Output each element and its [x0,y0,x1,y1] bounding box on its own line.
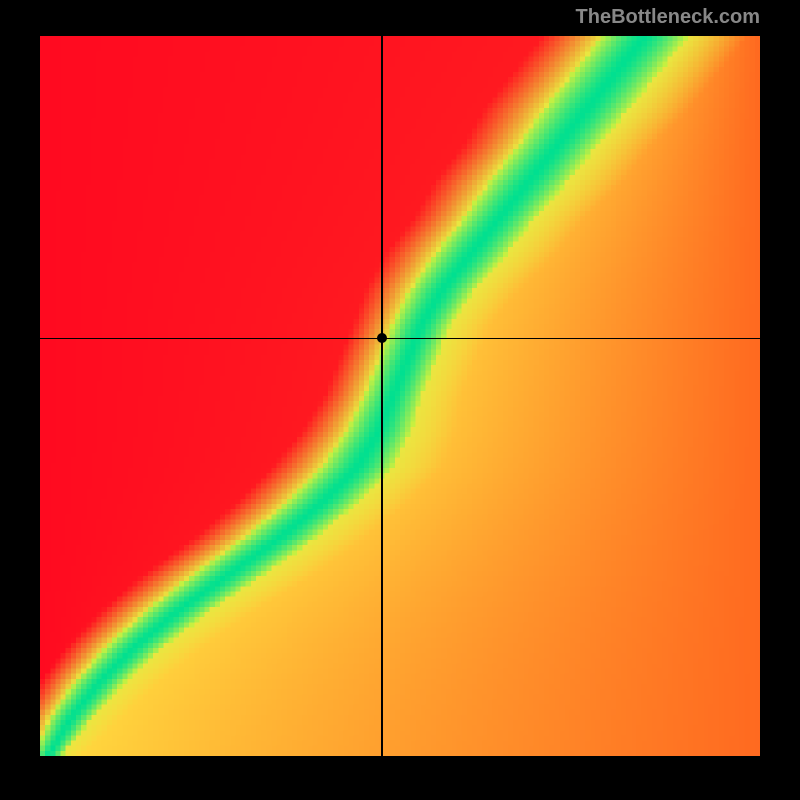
crosshair-vertical [381,36,383,756]
crosshair-point [377,333,387,343]
watermark-text: TheBottleneck.com [576,6,760,29]
chart-container: TheBottleneck.com [0,0,800,800]
crosshair-horizontal [40,338,760,340]
heatmap-canvas [40,36,760,756]
heatmap-plot [40,36,760,756]
